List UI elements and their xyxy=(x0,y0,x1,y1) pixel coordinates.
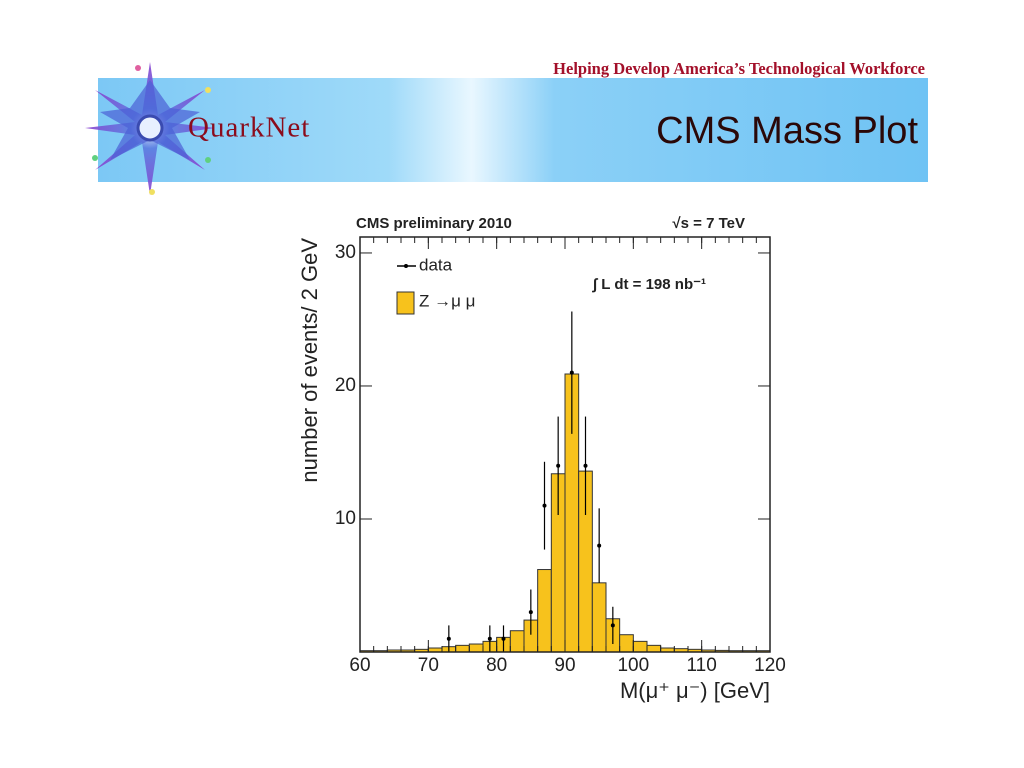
y-tick-label: 10 xyxy=(335,508,356,529)
histogram-bar xyxy=(632,640,648,653)
chart-subtitle: √s = 7 TeV xyxy=(672,215,745,232)
legend-swatch xyxy=(396,291,415,315)
data-marker xyxy=(556,463,561,468)
data-point xyxy=(542,461,547,550)
data-point xyxy=(528,589,533,635)
slide-title: CMS Mass Plot xyxy=(656,110,918,152)
legend-data-symbol xyxy=(404,264,408,268)
data-marker xyxy=(501,636,506,641)
x-tick-label: 60 xyxy=(349,655,370,676)
data-marker xyxy=(610,623,615,628)
data-point xyxy=(501,625,506,652)
header-band xyxy=(98,78,928,182)
data-point xyxy=(597,508,602,583)
data-point xyxy=(446,625,451,652)
data-marker xyxy=(569,370,574,375)
data-point xyxy=(569,311,574,434)
y-tick-label: 20 xyxy=(335,375,356,396)
annotation: ∫ L dt = 198 nb⁻¹ xyxy=(592,276,706,293)
data-marker xyxy=(446,636,451,641)
x-tick-label: 100 xyxy=(617,655,649,676)
data-marker xyxy=(528,610,533,615)
data-marker xyxy=(542,503,547,508)
legend-label: data xyxy=(419,255,453,274)
data-point xyxy=(583,416,588,515)
chart-title: CMS preliminary 2010 xyxy=(356,215,512,232)
histogram-bar xyxy=(537,569,552,653)
x-tick-label: 120 xyxy=(754,655,786,676)
x-tick-label: 90 xyxy=(554,655,575,676)
histogram-bar xyxy=(619,634,634,653)
data-marker xyxy=(597,543,602,548)
data-point xyxy=(487,625,492,652)
data-marker xyxy=(583,463,588,468)
x-tick-label: 80 xyxy=(486,655,507,676)
logo-text: QuarkNet xyxy=(188,112,310,144)
tagline: Helping Develop America’s Technological … xyxy=(553,59,925,78)
data-marker xyxy=(487,636,492,641)
y-axis-label: number of events/ 2 GeV xyxy=(297,238,322,483)
x-tick-label: 110 xyxy=(687,655,717,676)
histogram-bar xyxy=(455,644,470,653)
histogram-bar xyxy=(468,643,484,653)
legend-label: Z →μ μ xyxy=(419,291,475,310)
x-tick-label: 70 xyxy=(418,655,439,676)
logo-star xyxy=(85,62,215,195)
y-tick-label: 30 xyxy=(335,242,356,263)
histogram-bar xyxy=(509,630,525,653)
x-axis-label: M(μ⁺ μ⁻) [GeV] xyxy=(620,678,770,703)
histogram-bar xyxy=(591,582,607,653)
data-point xyxy=(556,416,561,515)
histogram-bar xyxy=(646,644,662,653)
data-point xyxy=(610,606,615,645)
